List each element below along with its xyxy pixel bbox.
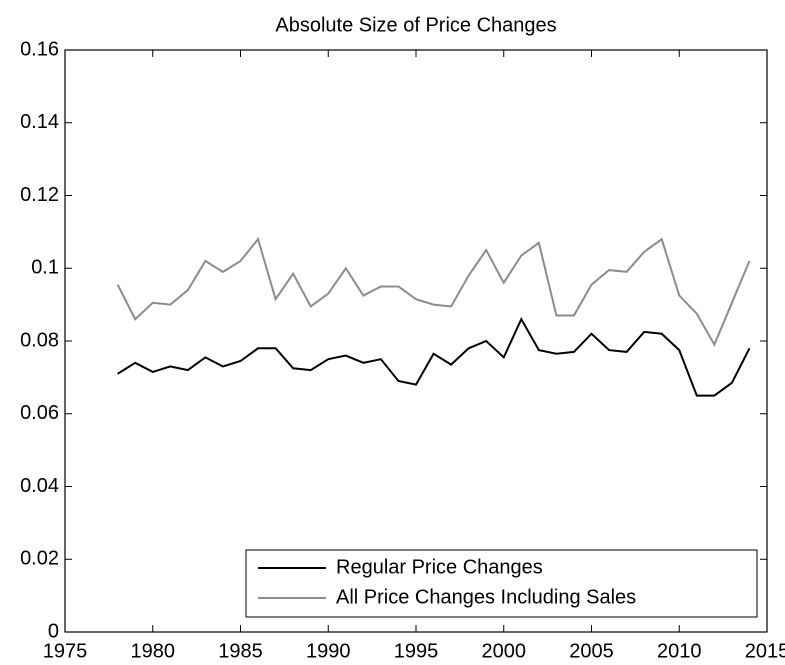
x-tick-label: 1990 bbox=[306, 640, 351, 662]
y-tick-label: 0.08 bbox=[20, 329, 59, 351]
legend-label: Regular Price Changes bbox=[336, 556, 543, 578]
x-tick-label: 2000 bbox=[482, 640, 527, 662]
y-tick-label: 0.06 bbox=[20, 402, 59, 424]
y-tick-label: 0.04 bbox=[20, 475, 59, 497]
y-tick-label: 0.16 bbox=[20, 38, 59, 60]
y-tick-label: 0.12 bbox=[20, 184, 59, 206]
line-series bbox=[116, 237, 751, 347]
x-tick-label: 2010 bbox=[657, 640, 702, 662]
y-tick-label: 0.02 bbox=[20, 548, 59, 570]
y-tick-label: 0 bbox=[48, 620, 59, 642]
x-tick-label: 1995 bbox=[394, 640, 439, 662]
x-tick-label: 2005 bbox=[569, 640, 614, 662]
chart-title: Absolute Size of Price Changes bbox=[275, 14, 556, 36]
line-series bbox=[117, 316, 751, 397]
plot-frame bbox=[64, 49, 768, 633]
legend-box bbox=[245, 549, 758, 618]
x-tick-label: 2015 bbox=[745, 640, 785, 662]
y-tick-label: 0.14 bbox=[20, 111, 59, 133]
y-tick-label: 0.1 bbox=[31, 257, 59, 279]
x-tick-label: 1975 bbox=[43, 640, 88, 662]
legend-label: All Price Changes Including Sales bbox=[336, 586, 636, 608]
x-tick-label: 1980 bbox=[131, 640, 176, 662]
x-tick-label: 1985 bbox=[218, 640, 263, 662]
